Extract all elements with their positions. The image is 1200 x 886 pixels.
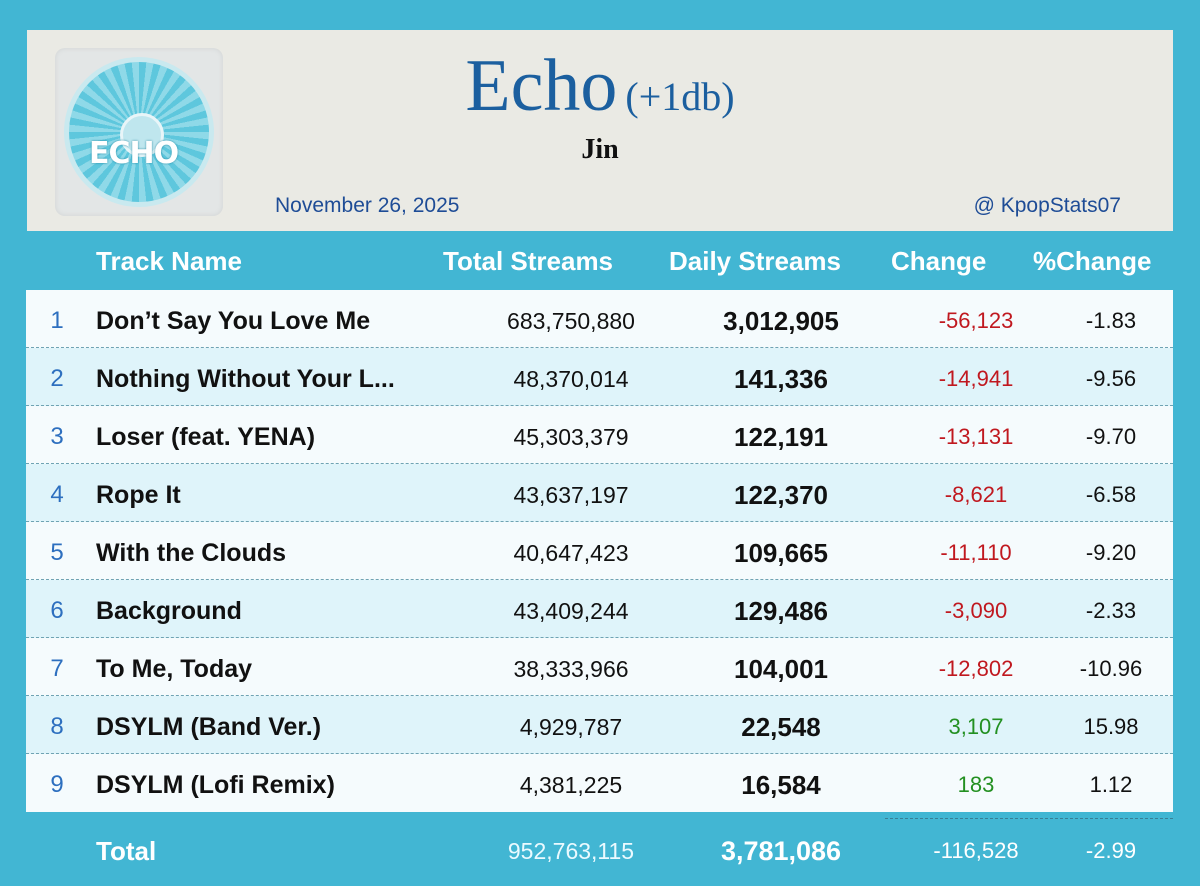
track-rank: 2 [50, 365, 64, 392]
pct-change-value: -9.56 [1085, 366, 1137, 391]
table-row: 6 Background 43,409,244 129,486 -3,090 -2.33 [26, 580, 1173, 638]
artist-name: Jin [581, 134, 619, 165]
change-value: -12,802 [938, 656, 1014, 681]
daily-streams: 122,370 [734, 480, 828, 510]
table-row: 7 To Me, Today 38,333,966 104,001 -12,802 -10… [26, 638, 1173, 696]
album-cover-logo: ECHO [89, 136, 179, 171]
change-value: -13,131 [938, 424, 1014, 449]
total-row: Total 952,763,115 3,781,086 -116,528 -2.… [26, 820, 1173, 880]
track-name: Nothing Without Your L... [96, 365, 395, 393]
track-name: Don’t Say You Love Me [96, 307, 371, 335]
table-row: 1 Don’t Say You Love Me 683,750,880 3,012,9… [26, 290, 1173, 348]
column-header-track: Track Name [96, 246, 242, 276]
daily-streams: 104,001 [734, 654, 828, 684]
track-name: Background [96, 597, 242, 625]
table-row: 5 With the Clouds 40,647,423 109,665 -11,110… [26, 522, 1173, 580]
pct-change-value: -9.20 [1085, 540, 1137, 565]
column-header-total: Total Streams [443, 246, 614, 276]
table-row: 9 DSYLM (Lofi Remix) 4,381,225 16,584 183 1.1… [26, 754, 1173, 812]
pct-change-value: -6.58 [1085, 482, 1137, 507]
change-value: -56,123 [938, 308, 1014, 333]
track-name: DSYLM (Lofi Remix) [96, 771, 335, 799]
track-rank: 1 [50, 307, 64, 334]
header-panel: ECHO Echo (+1db) Jin November 26, 2025 @ … [27, 30, 1173, 231]
track-rank: 6 [50, 597, 64, 624]
daily-streams: 3,012,905 [723, 306, 839, 336]
album-title-text: Echo [465, 45, 618, 127]
disc-image [64, 57, 214, 207]
table-row: 8 DSYLM (Band Ver.) 4,929,787 22,548 3,107 15… [26, 696, 1173, 754]
pct-change-sum: -2.99 [1085, 838, 1137, 863]
track-rank: 7 [50, 655, 64, 682]
track-name: To Me, Today [96, 655, 253, 683]
total-streams: 683,750,880 [507, 308, 635, 334]
total-streams: 43,409,244 [513, 598, 629, 624]
column-header-daily: Daily Streams [669, 246, 841, 276]
total-streams: 48,370,014 [513, 366, 629, 392]
track-name: With the Clouds [96, 539, 287, 567]
total-streams: 38,333,966 [513, 656, 629, 682]
total-divider [885, 818, 1173, 819]
report-date: November 26, 2025 [275, 194, 460, 217]
daily-streams: 141,336 [734, 364, 828, 394]
track-rank: 5 [50, 539, 64, 566]
track-name: DSYLM (Band Ver.) [96, 713, 322, 741]
source-handle: @ KpopStats07 [973, 194, 1121, 217]
total-streams-sum: 952,763,115 [507, 838, 635, 864]
track-rank: 8 [50, 713, 64, 740]
table-row: 3 Loser (feat. YENA) 45,303,379 122,191 -13,… [26, 406, 1173, 464]
total-streams: 40,647,423 [513, 540, 629, 566]
total-streams: 4,929,787 [519, 714, 623, 740]
track-name: Loser (feat. YENA) [96, 423, 316, 451]
album-cover: ECHO [55, 48, 223, 216]
pct-change-value: -1.83 [1085, 308, 1137, 333]
total-streams: 43,637,197 [513, 482, 629, 508]
total-label: Total [96, 836, 157, 866]
daily-streams: 16,584 [741, 770, 821, 800]
pct-change-value: -2.33 [1085, 598, 1137, 623]
track-rank: 9 [50, 771, 64, 798]
track-name: Rope It [96, 481, 181, 509]
daily-streams: 129,486 [734, 596, 828, 626]
streams-table: 1 Don’t Say You Love Me 683,750,880 3,012,9… [26, 290, 1173, 812]
change-value: -14,941 [938, 366, 1014, 391]
pct-change-value: -10.96 [1079, 656, 1143, 681]
track-rank: 4 [50, 481, 64, 508]
total-streams: 45,303,379 [513, 424, 629, 450]
change-value: -11,110 [940, 540, 1012, 565]
daily-streams: 109,665 [734, 538, 828, 568]
change-sum: -116,528 [933, 838, 1019, 863]
change-value: 3,107 [948, 714, 1004, 739]
column-header-pct: %Change [1033, 246, 1152, 276]
daily-streams: 122,191 [734, 422, 828, 452]
daily-streams-sum: 3,781,086 [720, 836, 842, 866]
pct-change-value: 15.98 [1083, 714, 1139, 739]
change-value: 183 [957, 772, 995, 797]
column-header-change: Change [891, 246, 987, 276]
change-value: -8,621 [944, 482, 1008, 507]
pct-change-value: -9.70 [1085, 424, 1137, 449]
table-row: 4 Rope It 43,637,197 122,370 -8,621 -6.58 [26, 464, 1173, 522]
total-streams: 4,381,225 [519, 772, 623, 798]
table-row: 2 Nothing Without Your L... 48,370,014 141,… [26, 348, 1173, 406]
album-title-suffix: (+1db) [625, 74, 735, 119]
pct-change-value: 1.12 [1089, 772, 1133, 797]
album-title: Echo (+1db) [27, 44, 1173, 129]
change-value: -3,090 [944, 598, 1008, 623]
daily-streams: 22,548 [741, 712, 821, 742]
track-rank: 3 [50, 423, 64, 450]
